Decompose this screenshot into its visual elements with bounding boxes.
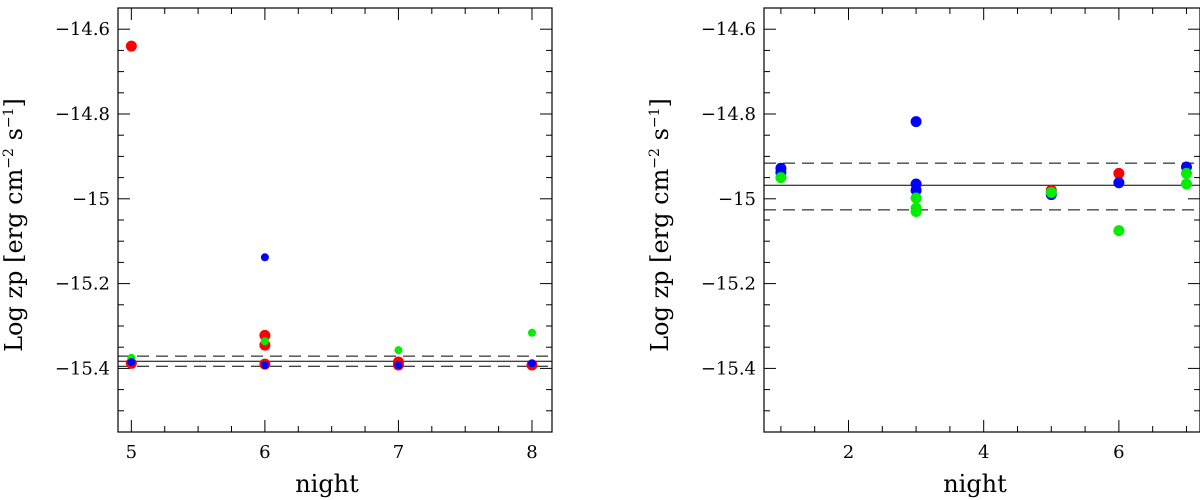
left-y-tick-label: −15.2 bbox=[55, 274, 110, 295]
right-plot-frame bbox=[763, 7, 1200, 433]
right-data-point bbox=[1113, 167, 1125, 179]
left-x-tick-label: 8 bbox=[526, 442, 537, 463]
left-plot-frame bbox=[117, 7, 553, 433]
right-y-tick-label: −15 bbox=[718, 189, 756, 210]
left-x-tick-label: 7 bbox=[393, 442, 404, 463]
right-data-point bbox=[910, 206, 922, 218]
left-x-axis-label: night bbox=[295, 470, 359, 498]
right-panel: Log zp [erg cm−2 s−1] night −14.6 −14.8 −1… bbox=[646, 7, 1200, 498]
right-y-tick-label: −14.6 bbox=[701, 19, 756, 40]
left-x-tick-label: 6 bbox=[259, 442, 270, 463]
right-y-tick-label: −15.4 bbox=[701, 358, 756, 379]
left-panel: Log zp [erg cm−2 s−1] night −14.6 −14.8 −1… bbox=[0, 7, 553, 498]
left-y-axis-label: Log zp [erg cm−2 s−1] bbox=[0, 98, 28, 352]
right-y-tick-label: −15.2 bbox=[701, 274, 756, 295]
left-x-tick-label: 5 bbox=[126, 442, 137, 463]
left-data-point bbox=[394, 346, 403, 355]
left-y-tick-label: −14.8 bbox=[55, 104, 110, 125]
left-data-point bbox=[527, 328, 536, 337]
left-data-point bbox=[394, 361, 403, 370]
left-data-point bbox=[125, 40, 137, 52]
right-x-tick-label: 6 bbox=[1113, 442, 1124, 463]
right-data-point bbox=[775, 172, 787, 184]
right-data-point bbox=[1180, 167, 1192, 179]
left-data-point bbox=[260, 337, 269, 346]
right-data-point bbox=[1180, 178, 1192, 190]
left-y-tick-label: −15 bbox=[72, 189, 110, 210]
left-data-point bbox=[259, 329, 271, 341]
right-data-point bbox=[910, 116, 922, 128]
right-x-axis-label: night bbox=[943, 470, 1007, 498]
right-data-point bbox=[910, 192, 922, 204]
right-data-point bbox=[1045, 186, 1057, 198]
left-data-point bbox=[127, 358, 136, 367]
left-y-tick-label: −14.6 bbox=[55, 19, 110, 40]
left-data-point bbox=[527, 359, 536, 368]
right-x-tick-label: 4 bbox=[978, 442, 989, 463]
right-y-axis-label: Log zp [erg cm−2 s−1] bbox=[646, 98, 674, 352]
right-x-tick-label: 2 bbox=[843, 442, 854, 463]
left-data-point bbox=[260, 253, 269, 262]
right-data-point bbox=[910, 184, 922, 196]
left-data-point bbox=[260, 361, 269, 370]
right-y-tick-label: −14.8 bbox=[701, 104, 756, 125]
right-data-point bbox=[1113, 225, 1125, 237]
right-data-point bbox=[1113, 177, 1125, 189]
left-y-tick-label: −15.4 bbox=[55, 358, 110, 379]
